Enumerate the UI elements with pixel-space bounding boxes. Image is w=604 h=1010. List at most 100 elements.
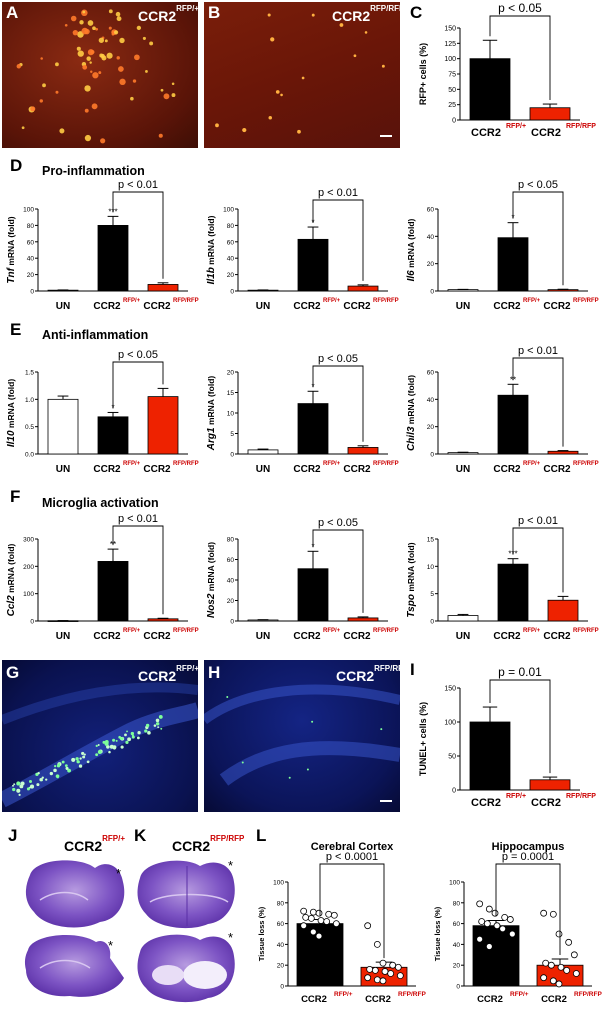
x-tick-label: CCR2	[543, 464, 571, 475]
tunel-cell	[56, 776, 59, 779]
rfp-cell	[86, 56, 91, 61]
tunel-cell	[125, 740, 129, 745]
x-tick-label: CCR2	[493, 631, 521, 642]
tunel-cell	[75, 757, 79, 761]
rfp-cell	[130, 96, 134, 101]
y-tick-label: 15	[427, 537, 435, 544]
data-point	[315, 932, 323, 940]
rfp-cell	[158, 133, 163, 138]
x-tick-superscript: RFP/RFP	[574, 991, 602, 998]
y-tick-label: 0	[280, 984, 284, 991]
bar	[497, 394, 529, 455]
p-value: p < 0.05	[518, 179, 558, 191]
bar	[547, 289, 579, 292]
brain-section-k-rostral	[137, 860, 235, 929]
rfp-cell	[84, 134, 92, 142]
data-point	[394, 963, 402, 971]
y-tick-label: 0	[452, 118, 456, 125]
asterisk: *	[108, 938, 113, 953]
p-value: p < 0.01	[118, 179, 158, 191]
bar	[497, 237, 529, 292]
data-point	[499, 925, 507, 933]
p-value: p < 0.01	[118, 513, 158, 525]
cell-layer	[0, 702, 201, 808]
data-point	[508, 930, 516, 938]
rfp-cell	[39, 99, 43, 103]
section-title-f: Microglia activation	[42, 496, 159, 510]
rfp-cell	[113, 30, 119, 35]
y-axis-label: Tnf mRNA (fold)	[6, 216, 17, 283]
data-point	[506, 916, 514, 923]
gene-name: Il6	[406, 270, 417, 282]
significance-bracket	[312, 199, 364, 281]
tunel-cell	[120, 745, 124, 749]
y-tick-label: 300	[23, 537, 34, 544]
tunel-cell	[136, 736, 140, 740]
data-point	[501, 913, 509, 921]
significance-bracket	[112, 525, 164, 615]
data-point	[491, 909, 499, 917]
label-ccr2: CCR2	[332, 8, 371, 24]
label-sup: RFP/+	[176, 4, 200, 13]
tunel-cell	[288, 776, 291, 779]
tunel-cell	[41, 776, 44, 779]
rfp-cell	[267, 13, 271, 17]
data-point	[485, 943, 493, 950]
panel-letter-c: C	[410, 3, 423, 22]
y-tick-label: 1.0	[25, 397, 34, 404]
bar	[97, 561, 129, 622]
rfp-cell	[311, 13, 315, 17]
scale-bar	[380, 135, 392, 137]
y-tick-label: 100	[449, 880, 460, 887]
x-tick-label: CCR2	[543, 631, 571, 642]
data-point	[483, 920, 491, 927]
y-tick-label: 60	[227, 239, 235, 246]
rfp-cell	[301, 76, 305, 80]
tunel-cell	[120, 737, 124, 740]
significance-bracket	[512, 527, 564, 593]
gene-name: Chil3	[406, 426, 417, 451]
data-point	[330, 911, 338, 919]
chart-i: 0 50 100 150 TUNEL+ cells (%) p = 0.01 CCR2 RFP…	[418, 665, 596, 809]
x-tick-label: CCR2	[293, 464, 321, 475]
data-point	[366, 965, 374, 973]
bar	[529, 107, 571, 121]
panel-letter-h: H	[208, 663, 221, 682]
data-point	[307, 915, 315, 922]
y-axis-label: Nos2 mRNA (fold)	[206, 542, 217, 618]
y-tick-label: 20	[227, 272, 235, 279]
data-point	[332, 920, 340, 927]
p-value: p < 0.01	[518, 345, 558, 357]
y-tick-label: 150	[444, 686, 456, 693]
tunel-cell	[20, 781, 25, 786]
bar	[347, 617, 379, 622]
data-point	[476, 900, 484, 908]
data-point	[485, 905, 493, 913]
data-point	[389, 961, 397, 969]
gene-name: Il1b	[206, 267, 217, 284]
y-axis-label: Tissue loss (%)	[257, 906, 266, 961]
rfp-cell	[119, 37, 125, 44]
panel-letter-l: L	[256, 826, 267, 845]
y-tick-label: 100	[23, 591, 34, 598]
brain-section-j-rostral	[25, 860, 125, 928]
rfp-cell	[90, 49, 95, 55]
label-ccr2: CCR2	[138, 8, 177, 24]
y-tick-label: 80	[227, 537, 235, 544]
p-value: p = 0.0001	[502, 851, 554, 863]
x-tick-label: CCR2	[143, 631, 171, 642]
tunel-cell	[127, 737, 132, 742]
x-tick-superscript: RFP/+	[523, 298, 541, 304]
rfp-cell	[339, 23, 344, 27]
rfp-cell	[30, 106, 36, 112]
chart-l1: 0 20 40 60 80 100 Tissue loss (%) p < 0.0001Cer…	[257, 841, 426, 1005]
cell-layer	[219, 741, 402, 786]
y-tick-label: 100	[444, 720, 456, 727]
x-tick-label: CCR2	[531, 127, 561, 139]
y-tick-label: 0	[230, 452, 234, 459]
x-tick-label: CCR2	[143, 301, 171, 312]
rfp-cell	[72, 29, 79, 36]
y-tick-label: 10	[227, 411, 235, 418]
data-point	[478, 918, 486, 925]
